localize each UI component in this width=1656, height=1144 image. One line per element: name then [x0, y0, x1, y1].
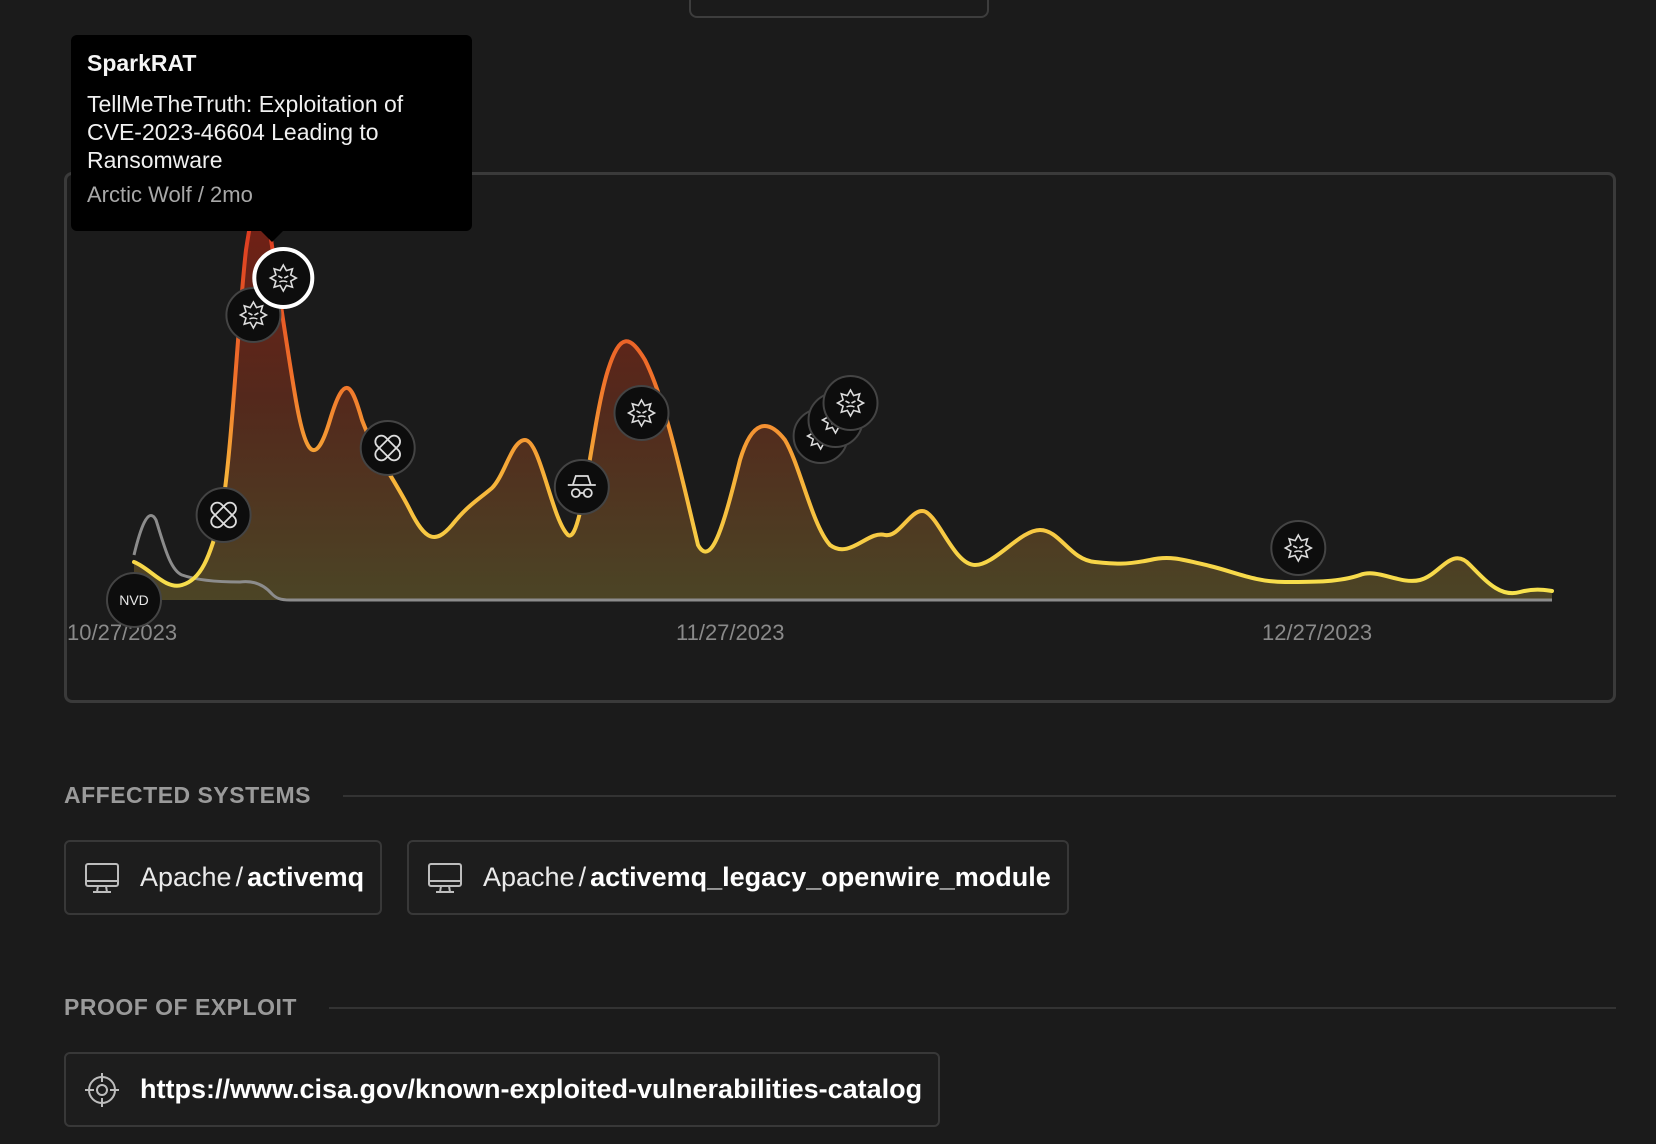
- timeline-chart: 10/27/2023 11/27/2023 12/27/2023 NVD: [67, 194, 1554, 645]
- exploit-url-link[interactable]: https://www.cisa.gov/known-exploited-vul…: [140, 1074, 923, 1104]
- vendor-name: Apache: [140, 862, 232, 892]
- nvd-marker-label: NVD: [119, 592, 149, 608]
- top-tab-outline: [689, 0, 989, 18]
- tooltip-pointer: [260, 230, 284, 242]
- virus-icon: [626, 398, 657, 428]
- event-markers: NVD: [106, 247, 1327, 628]
- timeline-chart-frame: [64, 172, 1616, 703]
- product-name: activemq: [247, 862, 365, 892]
- monitor-icon: [428, 862, 462, 893]
- bandage-icon: [374, 434, 401, 462]
- activity-area: [134, 196, 1552, 600]
- bandage-event-marker[interactable]: [359, 420, 416, 476]
- spy-icon: [567, 475, 596, 498]
- section-divider: [342, 794, 1616, 797]
- separator: /: [235, 862, 244, 892]
- tooltip-description: TellMeTheTruth: Exploitation of CVE-2023…: [87, 91, 404, 173]
- event-tooltip: SparkRAT TellMeTheTruth: Exploitation of…: [71, 35, 472, 231]
- spy-event-marker[interactable]: [553, 459, 610, 515]
- affected-system-chip[interactable]: Apache / activemq: [64, 840, 383, 915]
- separator: /: [578, 862, 587, 892]
- x-tick-label: 12/27/2023: [1262, 620, 1372, 645]
- virus-icon: [1283, 533, 1313, 563]
- bandage-icon: [210, 501, 237, 529]
- affected-system-chip[interactable]: Apache / activemq_legacy_openwire_module: [407, 840, 1069, 915]
- monitor-icon: [85, 862, 119, 893]
- affected-systems-header: AFFECTED SYSTEMS: [64, 782, 1616, 809]
- virus-icon: [268, 263, 298, 293]
- virus-event-marker[interactable]: [252, 247, 315, 309]
- secondary-activity-line: [132, 513, 1552, 602]
- section-title: AFFECTED SYSTEMS: [64, 782, 311, 808]
- section-title: PROOF OF EXPLOIT: [64, 994, 297, 1020]
- x-tick-label: 11/27/2023: [676, 620, 784, 645]
- tooltip-source: Arctic Wolf / 2mo: [87, 182, 253, 207]
- virus-event-marker[interactable]: [613, 385, 670, 441]
- exploit-link-chip[interactable]: https://www.cisa.gov/known-exploited-vul…: [64, 1052, 941, 1127]
- virus-icon: [238, 300, 269, 330]
- virus-event-marker[interactable]: [1270, 520, 1327, 576]
- crosshair-icon: [85, 1072, 119, 1107]
- tooltip-title: SparkRAT: [87, 50, 197, 76]
- section-divider: [328, 1006, 1616, 1009]
- nvd-icon: NVD: [119, 592, 149, 608]
- vendor-name: Apache: [483, 862, 575, 892]
- proof-of-exploit-header: PROOF OF EXPLOIT: [64, 994, 1616, 1021]
- bandage-event-marker[interactable]: [195, 487, 252, 543]
- virus-icon: [835, 388, 866, 418]
- product-name: activemq_legacy_openwire_module: [590, 862, 1051, 892]
- nvd-event-marker[interactable]: NVD: [106, 572, 162, 628]
- virus-event-marker[interactable]: [822, 375, 879, 431]
